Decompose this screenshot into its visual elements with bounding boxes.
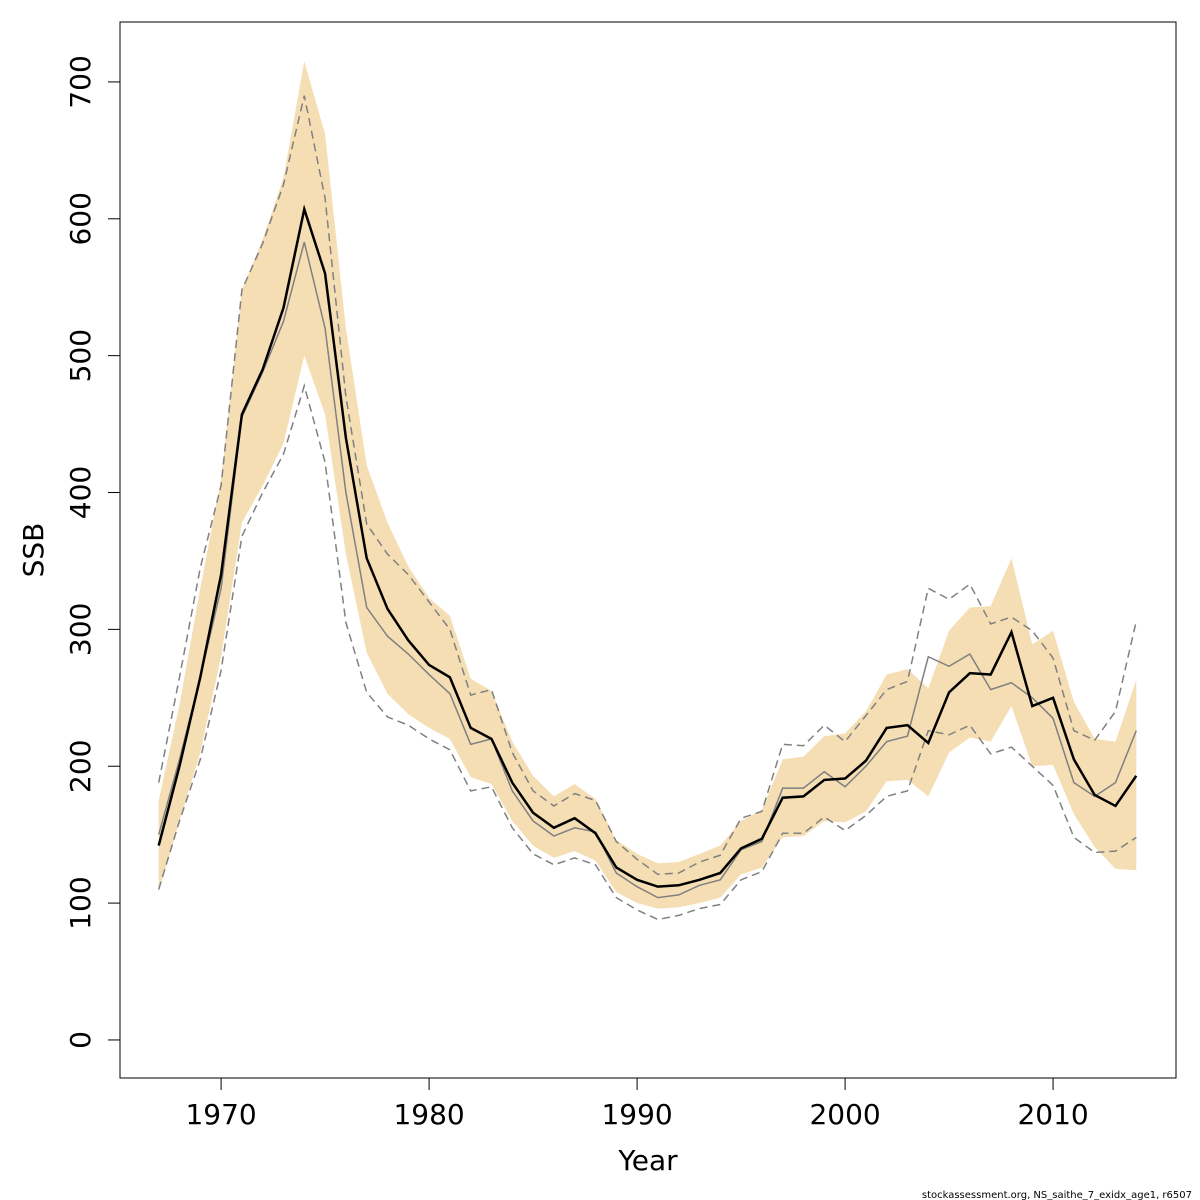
y-axis-label: SSB bbox=[17, 523, 50, 578]
dashed-line bbox=[157, 95, 1138, 876]
x-tick-label: 1990 bbox=[601, 1098, 672, 1131]
y-tick-label: 200 bbox=[64, 740, 97, 793]
x-tick-label: 1980 bbox=[393, 1098, 464, 1131]
footer: stockassessment.org, NS_saithe_7_exidx_a… bbox=[922, 1190, 1192, 1200]
y-tick-label: 600 bbox=[64, 192, 97, 245]
y-tick-label: 100 bbox=[64, 876, 97, 929]
y-tick-label: 300 bbox=[64, 603, 97, 656]
confidence-band bbox=[158, 61, 1137, 909]
x-tick-label: 1970 bbox=[185, 1098, 256, 1131]
x-tick-label: 2000 bbox=[809, 1098, 880, 1131]
x-axis-label: Year bbox=[617, 1144, 678, 1177]
series-line bbox=[157, 241, 1137, 899]
y-tick-label: 400 bbox=[64, 466, 97, 519]
y-tick-label: 0 bbox=[64, 1031, 97, 1049]
dashed-line bbox=[157, 383, 1137, 921]
y-tick-label: 700 bbox=[64, 55, 97, 108]
series-line bbox=[157, 204, 1138, 888]
x-tick-label: 2010 bbox=[1017, 1098, 1088, 1131]
y-tick-label: 500 bbox=[64, 329, 97, 382]
plot-frame bbox=[119, 21, 1177, 1079]
